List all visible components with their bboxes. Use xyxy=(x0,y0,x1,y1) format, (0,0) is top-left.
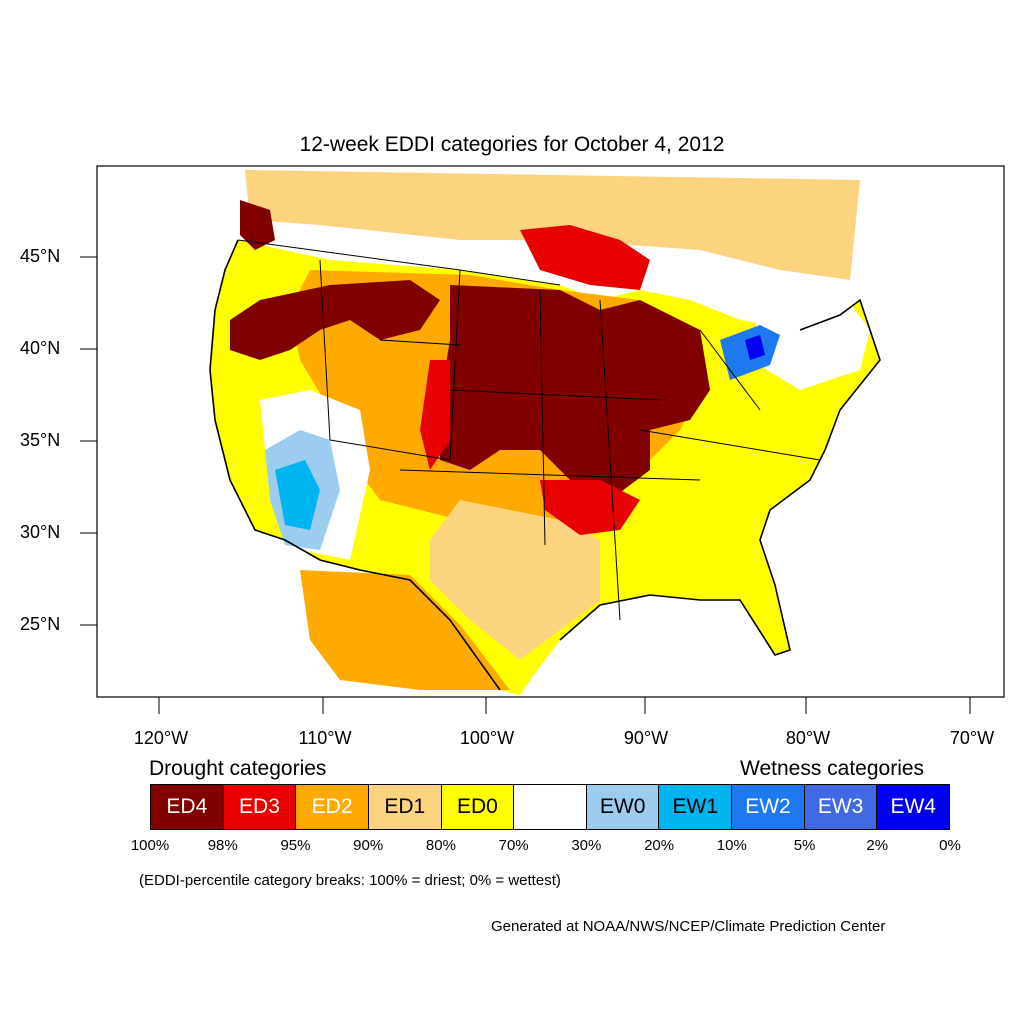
lon-label-100: 100°W xyxy=(459,728,515,748)
lat-label-25: 25°N xyxy=(20,614,61,634)
ed3-region-3 xyxy=(520,225,650,290)
category-note: (EDDI-percentile category breaks: 100% =… xyxy=(139,872,561,889)
drought-heading: Drought categories xyxy=(149,757,327,780)
ed3-region-2 xyxy=(540,480,640,535)
lon-label-90: 90°W xyxy=(623,728,669,748)
lon-label-120: 120°W xyxy=(133,728,189,748)
break-label: 10% xyxy=(716,837,747,854)
break-label: 30% xyxy=(571,837,602,854)
ew1-southwest xyxy=(275,460,320,530)
ed3-region xyxy=(420,360,450,470)
ed4-northwest xyxy=(230,280,440,360)
canada-region xyxy=(245,170,860,280)
ed1-region xyxy=(430,500,600,660)
credit-line: Generated at NOAA/NWS/NCEP/Climate Predi… xyxy=(491,918,886,935)
mexico-region xyxy=(300,570,510,690)
wetness-heading: Wetness categories xyxy=(740,757,925,780)
legend-box-ew2: EW2 xyxy=(732,785,805,829)
category-legend: ED4 ED3 ED2 ED1 ED0 EW0 EW1 EW2 EW3 EW4 xyxy=(150,784,950,830)
legend-box-near-normal xyxy=(514,785,587,829)
break-label: 98% xyxy=(207,837,238,854)
ed4-core xyxy=(440,285,710,500)
lat-label-35: 35°N xyxy=(20,430,61,450)
legend-box-ed1: ED1 xyxy=(368,785,442,829)
lon-label-70: 70°W xyxy=(949,728,995,748)
ed4-washington xyxy=(240,200,275,250)
break-label: 80% xyxy=(425,837,456,854)
legend-box-ew3: EW3 xyxy=(804,785,878,829)
legend-box-ed4: ED4 xyxy=(151,785,224,829)
lon-label-110: 110°W xyxy=(298,728,352,748)
break-label: 100% xyxy=(130,837,170,854)
lat-label-40: 40°N xyxy=(20,338,61,358)
legend-box-ed0: ED0 xyxy=(441,785,515,829)
coastline xyxy=(209,239,881,691)
legend-box-ew4: EW4 xyxy=(877,785,950,829)
lon-label-80: 80°W xyxy=(785,728,831,748)
map-title: 12-week EDDI categories for October 4, 2… xyxy=(299,133,725,156)
break-label: 2% xyxy=(866,837,889,854)
legend-box-ed2: ED2 xyxy=(296,785,369,829)
break-label: 90% xyxy=(353,837,384,854)
break-label: 20% xyxy=(644,837,675,854)
break-label: 0% xyxy=(939,837,961,854)
legend-box-ew1: EW1 xyxy=(659,785,733,829)
map-frame xyxy=(96,165,1005,698)
lat-label-30: 30°N xyxy=(20,522,61,542)
legend-box-ed3: ED3 xyxy=(223,785,297,829)
lat-label-45: 45°N xyxy=(20,246,61,266)
legend-box-ew0: EW0 xyxy=(586,785,660,829)
break-label: 5% xyxy=(793,837,816,854)
break-label: 70% xyxy=(498,837,529,854)
break-label: 95% xyxy=(280,837,311,854)
ew4-greatlakes xyxy=(745,335,765,360)
